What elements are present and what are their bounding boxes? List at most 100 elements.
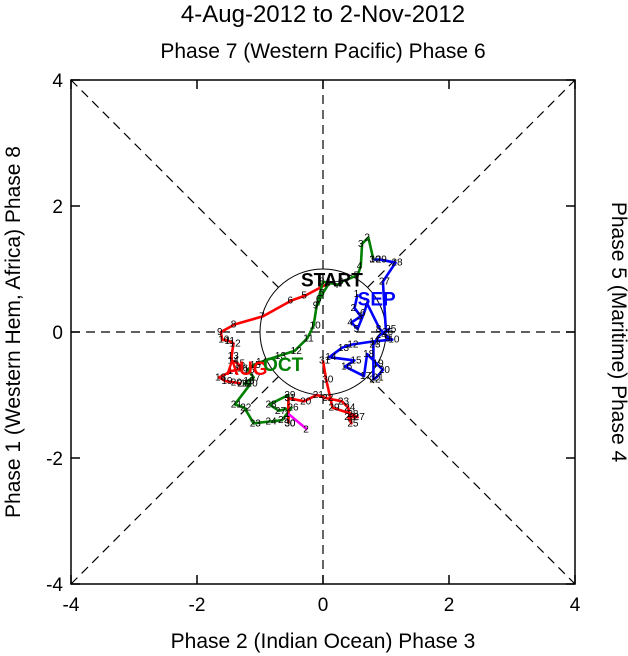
diagonal-guide-ne bbox=[367, 79, 576, 288]
day-label: 14 bbox=[256, 357, 268, 368]
series-line-oct-a bbox=[233, 236, 375, 425]
day-label: 6 bbox=[360, 308, 366, 319]
day-label: 8 bbox=[231, 319, 237, 330]
day-label: 21 bbox=[313, 390, 325, 401]
day-label: 6 bbox=[288, 296, 294, 307]
day-label: 10 bbox=[310, 321, 322, 332]
day-label: 28 bbox=[265, 399, 277, 410]
day-label: 13 bbox=[228, 351, 240, 362]
day-label: 7 bbox=[335, 280, 341, 291]
day-label: 1 bbox=[354, 289, 360, 300]
day-label: 19 bbox=[221, 376, 233, 387]
top-phase-label: Phase 7 (Western Pacific) Phase 6 bbox=[160, 40, 485, 63]
day-label: 12 bbox=[230, 338, 242, 349]
day-label: 25 bbox=[385, 324, 397, 335]
day-label: 16 bbox=[237, 364, 249, 375]
series-line-nov bbox=[287, 412, 309, 431]
day-label: 20 bbox=[379, 365, 391, 376]
day-label: 30 bbox=[322, 374, 334, 385]
day-label: 9 bbox=[217, 327, 223, 338]
day-label: 17 bbox=[228, 366, 240, 377]
day-label: 27 bbox=[354, 412, 366, 423]
y-tick-label: -4 bbox=[46, 575, 63, 596]
y-tick-label: -2 bbox=[46, 449, 63, 470]
day-label: 18 bbox=[363, 349, 375, 360]
day-label: 16 bbox=[341, 362, 353, 373]
day-label: 22 bbox=[369, 374, 381, 385]
left-phase-label: Phase 1 (Western Hem, Africa) Phase 8 bbox=[2, 146, 25, 518]
day-label: 31 bbox=[284, 393, 296, 404]
day-label: 30 bbox=[284, 418, 296, 429]
day-label: 7 bbox=[363, 299, 369, 310]
day-label: 5 bbox=[319, 288, 325, 299]
day-label: 23 bbox=[338, 396, 350, 407]
day-label: 20 bbox=[231, 377, 243, 388]
day-label: 9 bbox=[385, 333, 391, 344]
month-label-aug: AUG bbox=[225, 359, 267, 380]
day-label: 4 bbox=[347, 318, 353, 329]
chart-title: 4-Aug-2012 to 2-Nov-2012 bbox=[181, 1, 465, 28]
day-label: 3 bbox=[357, 311, 363, 322]
day-label: 14 bbox=[228, 355, 240, 366]
day-label: 9 bbox=[313, 301, 319, 312]
day-label: 13 bbox=[338, 343, 350, 354]
day-label: 30 bbox=[369, 255, 381, 266]
x-tick-label: 2 bbox=[444, 595, 455, 616]
day-label: 21 bbox=[231, 399, 243, 410]
day-label: 20 bbox=[300, 396, 312, 407]
day-label: 21 bbox=[237, 379, 249, 390]
day-label: 25 bbox=[347, 418, 359, 429]
day-label: 3 bbox=[358, 239, 364, 250]
day-label: 11 bbox=[369, 336, 380, 347]
day-label: 31 bbox=[319, 355, 331, 366]
day-label: 4 bbox=[325, 278, 331, 289]
day-label: 29 bbox=[328, 403, 340, 414]
series-line-sep bbox=[327, 258, 397, 381]
day-label: 21 bbox=[373, 372, 385, 383]
day-label: 26 bbox=[382, 327, 394, 338]
day-label: 1 bbox=[284, 409, 290, 420]
bottom-phase-label: Phase 2 (Indian Ocean) Phase 3 bbox=[171, 630, 476, 653]
day-label: 8 bbox=[376, 324, 382, 335]
month-label-sep: SEP bbox=[358, 290, 396, 311]
day-label: 28 bbox=[347, 409, 359, 420]
day-label: 13 bbox=[275, 351, 287, 362]
day-label: 15 bbox=[234, 359, 246, 370]
day-label: 30 bbox=[284, 418, 296, 429]
day-label: 23 bbox=[250, 418, 262, 429]
day-label: 5 bbox=[354, 270, 360, 281]
day-label: 4 bbox=[357, 261, 363, 272]
day-label: 29 bbox=[284, 390, 296, 401]
day-label: 15 bbox=[351, 355, 363, 366]
x-tick-label: 0 bbox=[318, 595, 329, 616]
series-line-aug bbox=[217, 281, 330, 385]
day-label: 22 bbox=[322, 393, 334, 404]
plot-area: -4 -2 0 2 4-4-202445674567891011121314151617… bbox=[46, 71, 581, 616]
start-label: START bbox=[301, 271, 363, 292]
diagonal-guide-nw bbox=[70, 79, 279, 288]
month-label-oct: OCT bbox=[263, 355, 304, 376]
day-label: 5 bbox=[301, 290, 307, 301]
day-label: 6 bbox=[316, 294, 322, 305]
day-label: 24 bbox=[265, 416, 277, 427]
day-label: 17 bbox=[360, 371, 372, 382]
day-label: 29 bbox=[376, 255, 388, 266]
day-label: 7 bbox=[259, 311, 265, 322]
day-label: 16 bbox=[243, 365, 255, 376]
day-label: 1 bbox=[369, 255, 375, 266]
day-label: 19 bbox=[240, 379, 252, 390]
day-label: 19 bbox=[373, 359, 385, 370]
y-tick-label: 4 bbox=[52, 71, 63, 92]
y-tick-label: 0 bbox=[52, 323, 63, 344]
day-label: 18 bbox=[243, 376, 255, 387]
day-label: 2 bbox=[351, 303, 357, 314]
day-label: 12 bbox=[291, 346, 303, 357]
day-label: 5 bbox=[354, 324, 360, 335]
day-label: 15 bbox=[250, 360, 262, 371]
day-label: 8 bbox=[319, 277, 325, 288]
day-label: 20 bbox=[247, 379, 259, 390]
day-label: 7 bbox=[314, 301, 320, 312]
day-label: 24 bbox=[344, 403, 356, 414]
day-label: 27 bbox=[275, 406, 287, 417]
